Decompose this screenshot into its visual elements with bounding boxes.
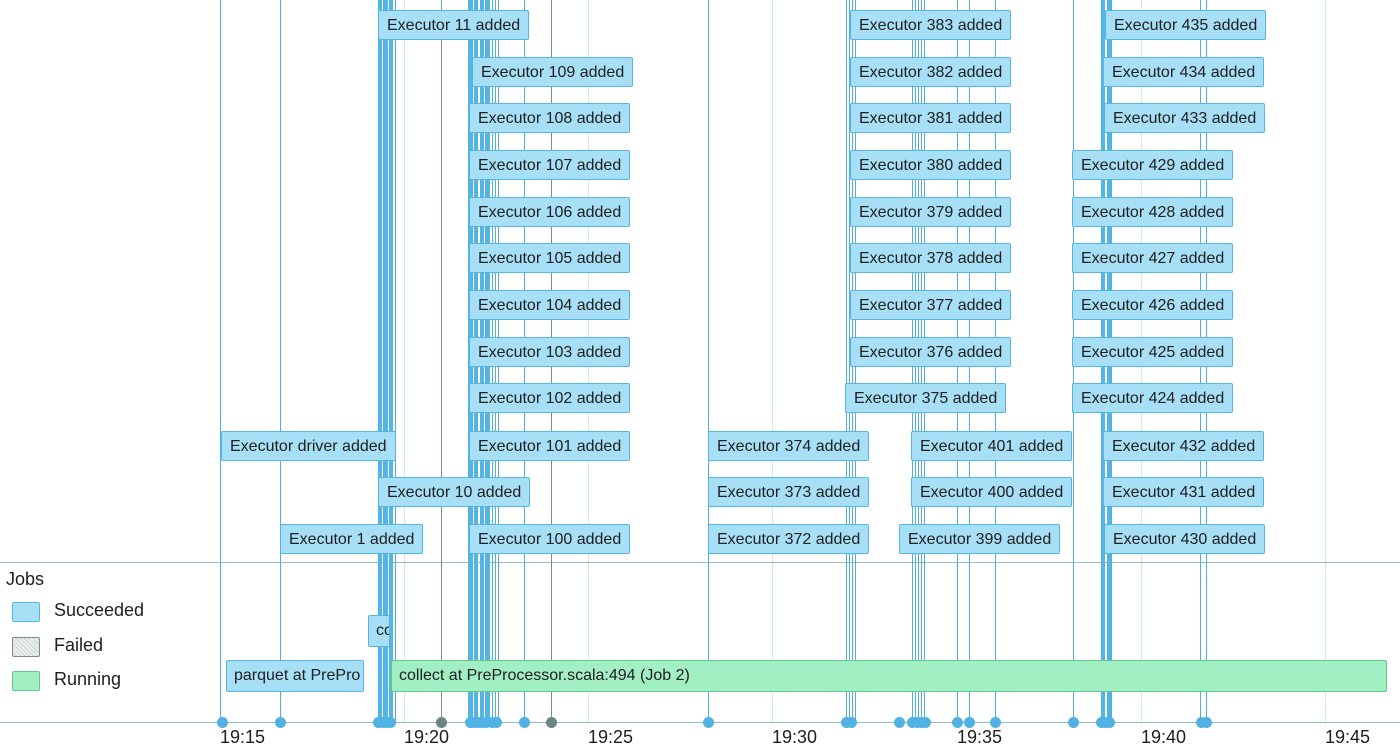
event-dot[interactable] xyxy=(1104,717,1115,728)
event-dot[interactable] xyxy=(519,717,530,728)
axis-tick-label: 19:25 xyxy=(588,727,634,747)
grid-line xyxy=(772,0,773,722)
event-dot[interactable] xyxy=(846,717,857,728)
job-bar[interactable]: collect at PreProcessor.scala:494 (Job 2… xyxy=(391,660,1387,692)
executor-added-event[interactable]: Executor 376 added xyxy=(850,337,1012,367)
executor-added-event[interactable]: Executor 109 added xyxy=(472,57,634,87)
executor-added-event[interactable]: Executor 10 added xyxy=(378,477,531,507)
event-dot-marker[interactable] xyxy=(436,717,447,728)
event-dot[interactable] xyxy=(1068,717,1079,728)
executor-added-event[interactable]: Executor 377 added xyxy=(850,290,1012,320)
executor-connector-line xyxy=(846,0,847,722)
axis-tick-label: 19:30 xyxy=(772,727,818,747)
executor-added-event[interactable]: Executor 372 added xyxy=(708,524,870,554)
executor-connector-line xyxy=(280,0,281,722)
axis-tick-label: 19:45 xyxy=(1325,727,1371,747)
marker-line xyxy=(441,40,442,722)
executor-added-event[interactable]: Executor 400 added xyxy=(911,477,1073,507)
event-dot-marker[interactable] xyxy=(546,717,557,728)
executor-added-event[interactable]: Executor 373 added xyxy=(708,477,870,507)
executor-added-event[interactable]: Executor 107 added xyxy=(469,150,631,180)
executor-connector-line xyxy=(849,0,850,722)
executor-added-event[interactable]: Executor 380 added xyxy=(850,150,1012,180)
executor-connector-line xyxy=(708,0,709,722)
grid-line xyxy=(404,0,405,722)
legend-swatch-failed xyxy=(12,637,40,657)
axis-tick-label: 19:40 xyxy=(1141,727,1187,747)
event-dot[interactable] xyxy=(894,717,905,728)
executor-added-event[interactable]: Executor 401 added xyxy=(911,431,1073,461)
executor-added-event[interactable]: Executor 429 added xyxy=(1072,150,1234,180)
legend-swatch-succeeded xyxy=(12,602,40,622)
event-dot[interactable] xyxy=(1201,717,1212,728)
executor-added-event[interactable]: Executor 426 added xyxy=(1072,290,1234,320)
executor-connector-line xyxy=(220,0,221,722)
executor-connector-line xyxy=(384,0,388,722)
axis-baseline xyxy=(0,722,1400,723)
executor-added-event[interactable]: Executor 381 added xyxy=(850,103,1012,133)
axis-tick-label: 19:35 xyxy=(957,727,1003,747)
executor-added-event[interactable]: Executor 102 added xyxy=(469,383,631,413)
executor-connector-line xyxy=(378,0,382,722)
legend-label-succeeded: Succeeded xyxy=(54,600,145,620)
executor-added-event[interactable]: Executor 375 added xyxy=(845,383,1007,413)
executor-added-event[interactable]: Executor 106 added xyxy=(469,197,631,227)
executor-added-event[interactable]: Executor 108 added xyxy=(469,103,631,133)
event-dot[interactable] xyxy=(952,717,963,728)
executor-added-event[interactable]: Executor 430 added xyxy=(1104,524,1266,554)
executor-added-event[interactable]: Executor 374 added xyxy=(708,431,870,461)
executor-added-event[interactable]: Executor driver added xyxy=(221,431,396,461)
job-bar[interactable]: co xyxy=(368,615,390,647)
executor-added-event[interactable]: Executor 432 added xyxy=(1103,431,1265,461)
legend-title: Jobs xyxy=(6,569,45,589)
grid-line xyxy=(1325,0,1326,722)
legend-label-failed: Failed xyxy=(54,635,104,655)
executor-added-event[interactable]: Executor 100 added xyxy=(469,524,631,554)
job-bar[interactable]: parquet at PrePro xyxy=(226,660,364,692)
axis-tick-label: 19:20 xyxy=(404,727,450,747)
executor-connector-line xyxy=(383,0,384,722)
executor-added-event[interactable]: Executor 1 added xyxy=(280,524,424,554)
jobs-divider xyxy=(0,562,1400,563)
executor-added-event[interactable]: Executor 435 added xyxy=(1105,10,1267,40)
legend-swatch-running xyxy=(12,671,40,691)
executor-added-event[interactable]: Executor 101 added xyxy=(469,431,631,461)
event-dot[interactable] xyxy=(703,717,714,728)
executor-added-event[interactable]: Executor 11 added xyxy=(378,10,530,40)
event-dot[interactable] xyxy=(481,717,492,728)
executor-added-event[interactable]: Executor 383 added xyxy=(850,10,1012,40)
event-dot[interactable] xyxy=(275,717,286,728)
executor-added-event[interactable]: Executor 434 added xyxy=(1103,57,1265,87)
executor-added-event[interactable]: Executor 431 added xyxy=(1103,477,1265,507)
event-dot[interactable] xyxy=(990,717,1001,728)
event-dot[interactable] xyxy=(385,717,396,728)
event-dot[interactable] xyxy=(217,717,228,728)
executor-added-event[interactable]: Executor 104 added xyxy=(469,290,631,320)
legend-label-running: Running xyxy=(54,669,122,689)
executor-connector-line xyxy=(389,0,393,722)
executor-added-event[interactable]: Executor 425 added xyxy=(1072,337,1234,367)
executor-added-event[interactable]: Executor 424 added xyxy=(1072,383,1234,413)
axis-tick-label: 19:15 xyxy=(220,727,266,747)
executor-added-event[interactable]: Executor 428 added xyxy=(1072,197,1234,227)
executor-added-event[interactable]: Executor 379 added xyxy=(850,197,1012,227)
executor-added-event[interactable]: Executor 105 added xyxy=(469,243,631,273)
executor-added-event[interactable]: Executor 378 added xyxy=(850,243,1012,273)
executor-added-event[interactable]: Executor 427 added xyxy=(1072,243,1234,273)
executor-added-event[interactable]: Executor 433 added xyxy=(1104,103,1266,133)
event-dot[interactable] xyxy=(920,717,931,728)
executor-added-event[interactable]: Executor 382 added xyxy=(850,57,1012,87)
executor-added-event[interactable]: Executor 399 added xyxy=(899,524,1061,554)
event-dot[interactable] xyxy=(964,717,975,728)
executor-added-event[interactable]: Executor 103 added xyxy=(469,337,631,367)
executor-connector-line xyxy=(395,0,396,722)
event-dot[interactable] xyxy=(491,717,502,728)
